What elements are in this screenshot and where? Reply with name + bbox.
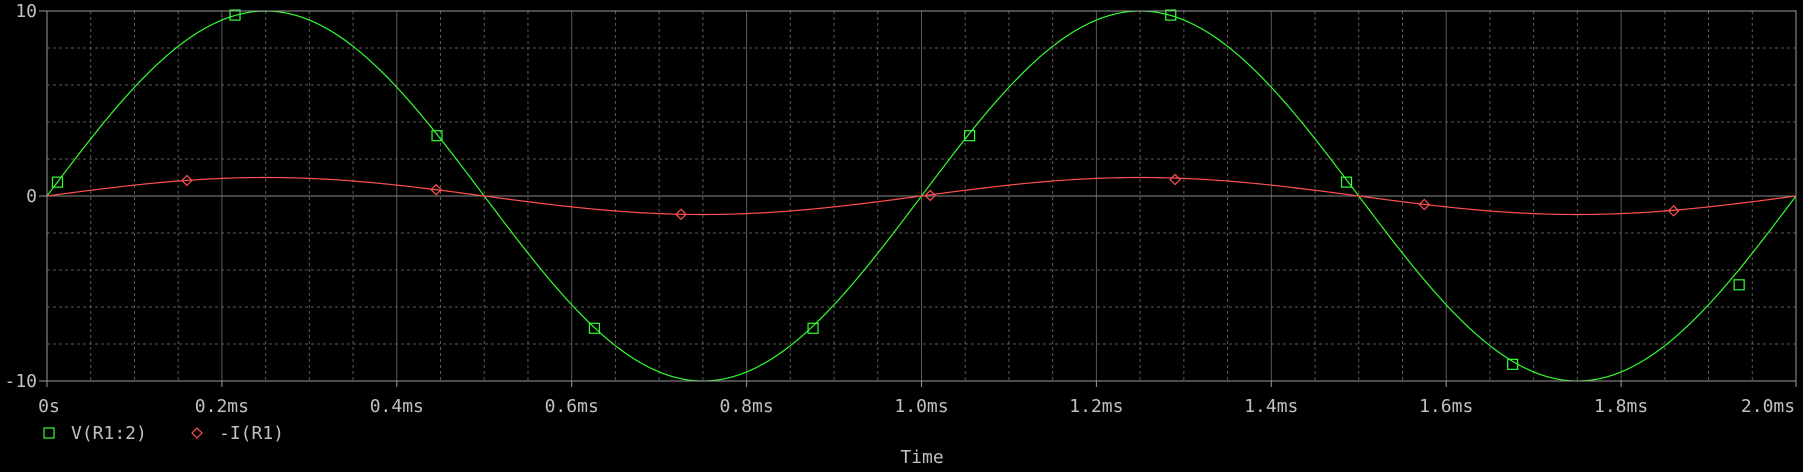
data-point-diamond bbox=[1169, 173, 1181, 186]
legend-label-voltage: V(R1:2) bbox=[71, 423, 147, 444]
series-line-current bbox=[46, 176, 1797, 216]
data-point-square bbox=[807, 322, 819, 334]
x-tick-label: 0.4ms bbox=[370, 396, 424, 417]
x-tick-label: 1.6ms bbox=[1419, 396, 1473, 417]
data-point-square bbox=[229, 9, 241, 21]
data-point-square bbox=[1733, 279, 1745, 291]
x-tick-label: 1.8ms bbox=[1594, 396, 1648, 417]
y-tick-label: 0 bbox=[26, 186, 37, 207]
data-point-square bbox=[51, 176, 64, 188]
series-layer bbox=[46, 10, 1797, 382]
x-tick-label: 2.0ms bbox=[1741, 396, 1795, 417]
legend: V(R1:2) -I(R1) bbox=[43, 423, 284, 444]
data-point-diamond bbox=[1418, 198, 1431, 211]
legend-marker-square bbox=[43, 427, 55, 439]
data-point-square bbox=[1165, 9, 1177, 21]
data-point-diamond bbox=[675, 208, 687, 221]
marker-layer bbox=[51, 9, 1745, 370]
x-tick-label: 0s bbox=[38, 396, 60, 417]
grid bbox=[47, 11, 1796, 381]
x-axis-title: Time bbox=[900, 447, 943, 467]
data-point-diamond bbox=[1667, 204, 1680, 217]
x-tick-label: 0.8ms bbox=[720, 396, 774, 417]
x-tick-label: 1.4ms bbox=[1244, 396, 1298, 417]
y-tick-label: -10 bbox=[4, 371, 37, 392]
data-point-square bbox=[1507, 358, 1519, 370]
x-tick-label: 1.2ms bbox=[1069, 396, 1123, 417]
legend-marker-diamond bbox=[191, 427, 203, 439]
x-tick-label: 1.0ms bbox=[894, 396, 948, 417]
x-tick-label: 0.6ms bbox=[545, 396, 599, 417]
x-tick-label: 0.2ms bbox=[195, 396, 249, 417]
data-point-diamond bbox=[181, 174, 193, 187]
data-point-square bbox=[588, 322, 601, 334]
data-point-square bbox=[1340, 176, 1353, 188]
data-point-diamond bbox=[924, 189, 937, 202]
plot-frame bbox=[39, 10, 1797, 387]
data-point-square bbox=[963, 130, 976, 142]
data-point-diamond bbox=[430, 183, 443, 196]
legend-label-current: -I(R1) bbox=[219, 423, 284, 444]
y-tick-label: 10 bbox=[15, 1, 37, 22]
tick-labels: 0s 0.2ms 0.4ms 0.6ms 0.8ms 1.0ms 1.2ms 1.4ms 1.6… bbox=[4, 1, 1795, 417]
data-point-square bbox=[431, 130, 443, 142]
